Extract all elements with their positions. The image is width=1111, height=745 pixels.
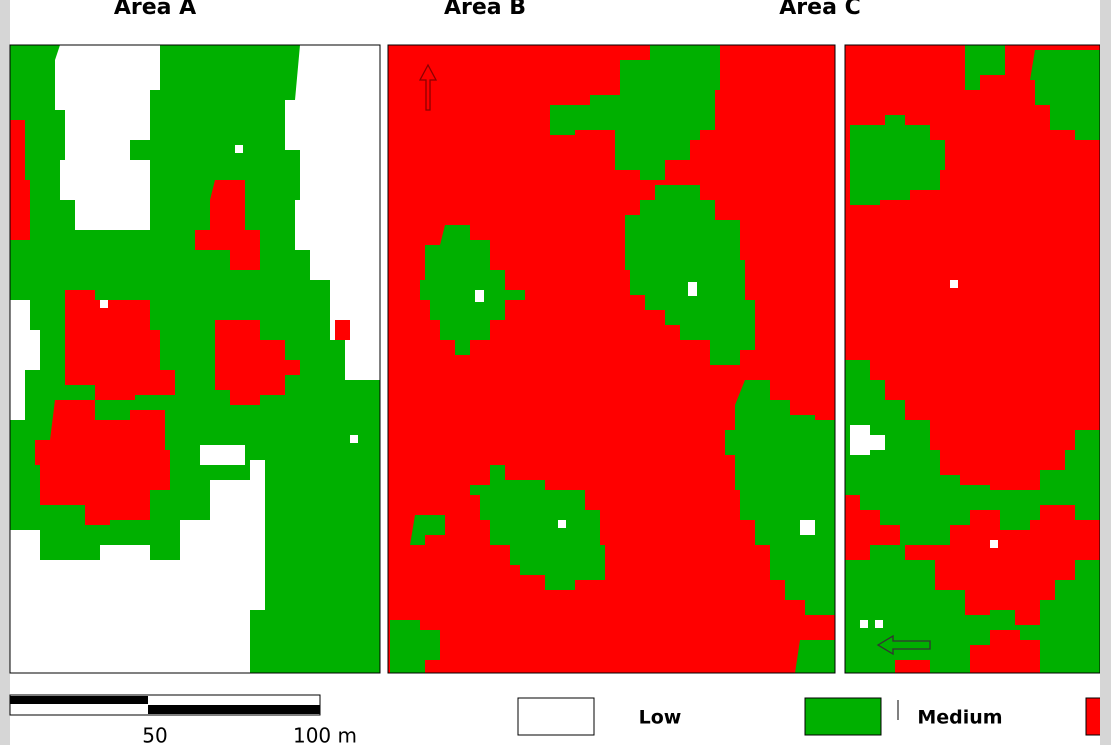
frame xyxy=(1100,0,1111,745)
map-area-c xyxy=(845,45,1100,673)
legend-label: Low xyxy=(639,707,682,729)
page: Area A Area B Area C xyxy=(0,0,1111,745)
legend-swatch xyxy=(805,698,881,735)
legend-label: Medium xyxy=(917,707,1002,729)
map-area-a xyxy=(10,45,380,673)
figure: Area A Area B Area C xyxy=(0,0,1111,745)
legend-swatch xyxy=(518,698,594,735)
map-area-b xyxy=(388,45,835,673)
panel-title: Area B xyxy=(444,0,526,20)
scale-label: 50 xyxy=(142,724,167,745)
scale-bar xyxy=(10,695,320,715)
panel-title: Area C xyxy=(779,0,860,20)
panel-title: Area A xyxy=(114,0,196,20)
scale-label: 100 m xyxy=(293,724,357,745)
